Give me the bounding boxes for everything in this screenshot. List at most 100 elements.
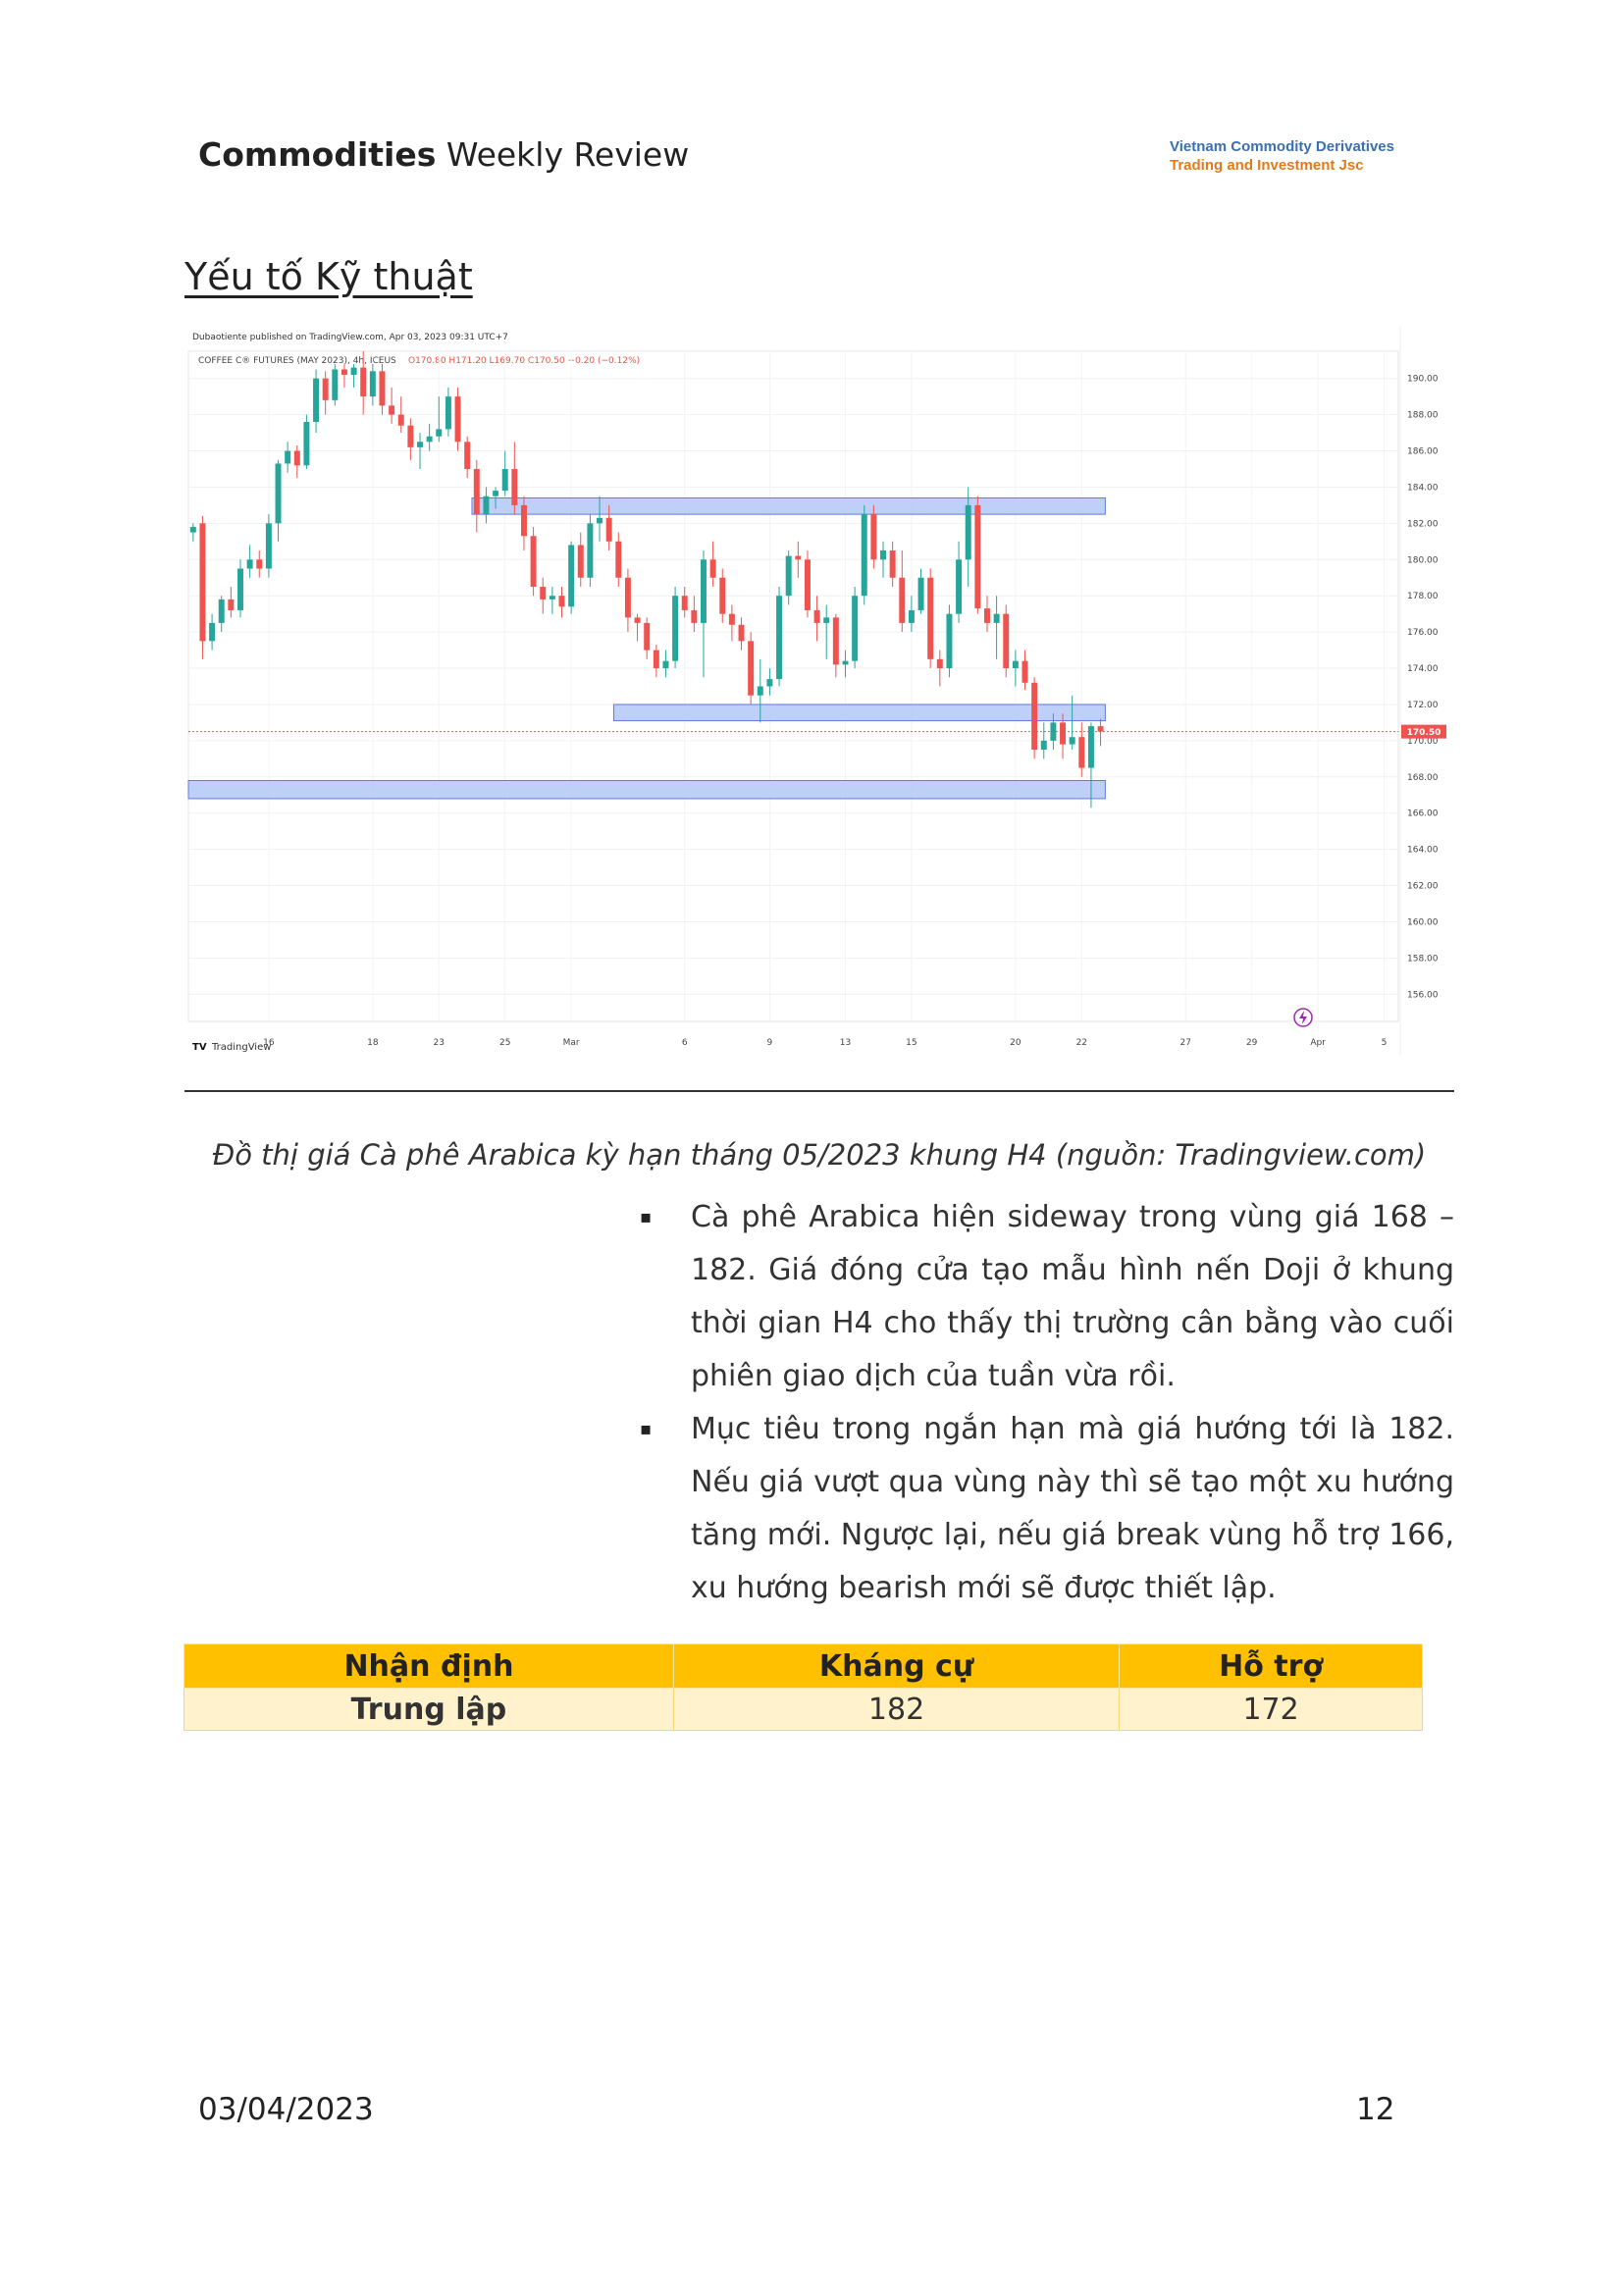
x-tick-label: 22 [1076, 1038, 1087, 1048]
candle [493, 487, 499, 509]
y-tick-label: 184.00 [1407, 483, 1439, 493]
candle-body [587, 523, 594, 578]
candle-body [908, 609, 915, 623]
candle [417, 433, 423, 469]
candle [256, 550, 263, 578]
candle-body [218, 599, 225, 623]
candle [880, 541, 886, 578]
bullet-marker: ▪ [640, 1207, 653, 1227]
candle-body [293, 450, 300, 466]
report-title-bold: Commodities [198, 135, 437, 174]
candle [889, 541, 896, 587]
y-tick-label: 168.00 [1407, 773, 1439, 783]
cell-support: 172 [1119, 1688, 1423, 1731]
candle-body [993, 613, 1000, 623]
candle-body [379, 371, 386, 406]
candle [1003, 604, 1010, 678]
candle-body [426, 436, 433, 443]
candle [1097, 718, 1104, 747]
candle [1031, 677, 1038, 759]
candle [1060, 713, 1067, 759]
candle-body [520, 504, 527, 537]
candle [823, 604, 830, 659]
candle-body [1050, 722, 1057, 741]
candle-body [832, 617, 839, 665]
candle [313, 369, 320, 434]
candle [766, 668, 773, 696]
candle-body [407, 425, 414, 447]
candle [653, 645, 659, 678]
header-outlook: Nhận định [183, 1643, 674, 1689]
cell-resistance: 182 [672, 1688, 1121, 1731]
candle-body [1078, 737, 1085, 768]
y-tick-label: 188.00 [1407, 411, 1439, 421]
candle-body [397, 414, 404, 426]
candle [1022, 650, 1028, 691]
candle [757, 658, 763, 723]
candle [709, 541, 716, 587]
candle [265, 514, 272, 578]
candle-body [303, 421, 310, 466]
table-row: Trung lập 182 172 [183, 1688, 1423, 1731]
candle [956, 541, 963, 623]
candle-body [1022, 660, 1028, 683]
candle [701, 550, 707, 678]
candle [691, 596, 698, 633]
candle [681, 586, 688, 618]
candle-body [1060, 722, 1067, 745]
candle [454, 387, 461, 451]
candle-body [813, 609, 820, 623]
candle [946, 604, 953, 678]
chart-ohlc: O170.80 H171.20 L169.70 C170.50 −0.20 (−… [408, 356, 640, 366]
x-tick-label: 5 [1382, 1038, 1388, 1048]
candle [228, 586, 235, 618]
candle [634, 613, 641, 642]
candle [558, 586, 565, 618]
candle-body [776, 596, 783, 680]
candle [644, 617, 651, 659]
candle-body [936, 658, 943, 669]
candle [473, 459, 480, 533]
candle-body [1069, 737, 1075, 745]
candle [303, 414, 310, 469]
candle [445, 387, 451, 437]
y-tick-label: 178.00 [1407, 592, 1439, 601]
candle-body [313, 378, 320, 422]
candle-body [1003, 613, 1010, 669]
candle [719, 568, 726, 623]
candle-body [369, 371, 376, 397]
candle-body [265, 523, 272, 569]
bullet-text: Mục tiêu trong ngắn hạn mà giá hướng tới… [691, 1412, 1454, 1605]
candle-body [823, 617, 830, 623]
analysis-bullets: ▪ Cà phê Arabica hiện sideway trong vùng … [640, 1191, 1454, 1615]
lightning-icon[interactable] [1293, 1008, 1313, 1027]
candle-body [436, 429, 443, 437]
candle-body [360, 367, 367, 397]
candle [530, 527, 537, 597]
x-tick-label: 27 [1180, 1038, 1191, 1048]
candle-body [899, 577, 906, 623]
candle-body [228, 599, 235, 610]
company-name-line1: Vietnam Commodity Derivatives [1170, 138, 1394, 155]
candle [1040, 722, 1047, 759]
zone-rect [612, 704, 1106, 722]
candle [483, 487, 490, 524]
cell-outlook: Trung lập [183, 1688, 674, 1731]
candle [199, 515, 206, 659]
candle-body [728, 613, 735, 625]
candle [389, 387, 395, 424]
y-tick-label: 190.00 [1407, 375, 1439, 385]
candle-body [597, 517, 603, 524]
y-tick-label: 156.00 [1407, 990, 1439, 1000]
candle-body [275, 463, 282, 524]
y-tick-label: 176.00 [1407, 628, 1439, 638]
candle [1078, 722, 1085, 777]
candle-body [946, 613, 953, 669]
candle [672, 586, 679, 669]
candle [917, 568, 924, 614]
candle [275, 459, 282, 542]
candle [983, 596, 990, 633]
candle-body [795, 555, 802, 560]
candle [520, 496, 527, 551]
candle [293, 444, 300, 479]
